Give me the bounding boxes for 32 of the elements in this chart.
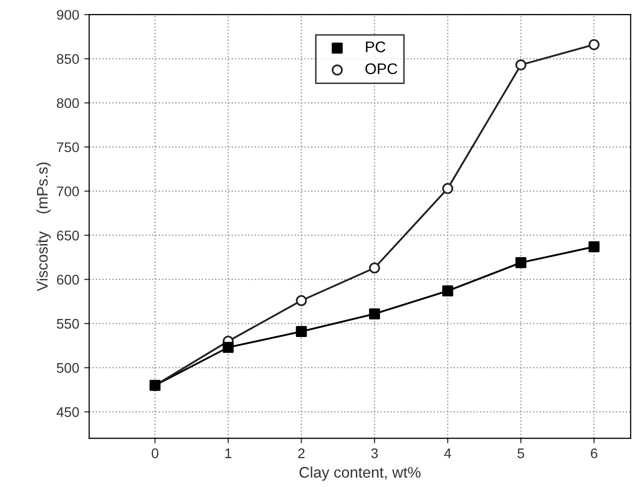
point	[515, 59, 526, 70]
point	[515, 257, 526, 268]
y-tick-label: 550	[56, 318, 79, 329]
point	[296, 295, 307, 306]
x-tick-label: 1	[225, 448, 232, 458]
x-tick-label: 4	[444, 448, 452, 458]
y-tick-label: 650	[56, 230, 79, 240]
x-tick-label: 0	[152, 448, 158, 458]
point	[588, 241, 600, 252]
y-tick-label: 850	[56, 54, 79, 64]
x-tick-label: 2	[298, 448, 305, 458]
y-tick-label: 450	[56, 407, 79, 417]
y-tick-label: 500	[56, 363, 79, 373]
x-tick-label: 5	[518, 448, 524, 458]
point	[296, 326, 307, 337]
x-tick-label: 3	[371, 448, 378, 458]
point	[442, 183, 454, 194]
y-tick-label: 700	[57, 186, 79, 196]
y-axis-title: Viscosity (mPs.s)	[36, 162, 51, 292]
y-tick-label: 600	[56, 274, 79, 285]
x-tick-label: 6	[590, 448, 598, 458]
legend-label: OPC	[365, 63, 398, 74]
y-tick-label: 800	[56, 98, 79, 108]
legend-label: PC	[366, 41, 386, 52]
x-axis-title: Clay content, wt%	[300, 466, 420, 481]
point	[442, 285, 454, 296]
point	[588, 39, 600, 50]
point	[369, 262, 380, 274]
point	[369, 308, 380, 320]
point	[222, 342, 234, 353]
y-tick-label: 900	[56, 10, 79, 20]
y-tick-label: 750	[57, 142, 79, 152]
